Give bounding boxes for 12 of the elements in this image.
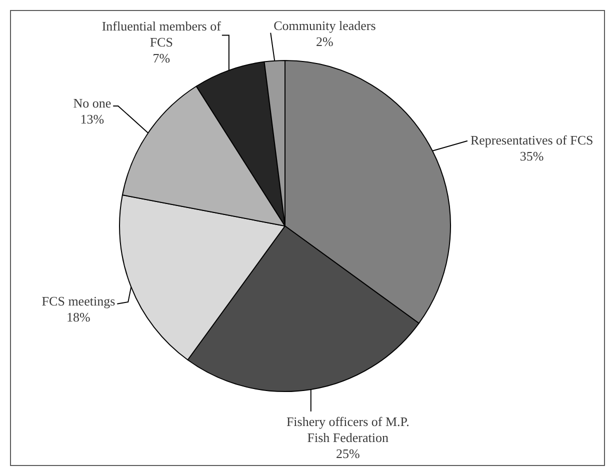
slice-label: No one xyxy=(73,95,112,110)
data-label: 7% xyxy=(152,50,170,66)
data-label: 13% xyxy=(80,111,104,126)
data-label: 18% xyxy=(66,309,91,324)
slice-label: Community leaders xyxy=(274,18,376,34)
slice-label: Representatives of FCS xyxy=(470,132,594,148)
slice-label: Fishery officers of M.P. Fish Federation xyxy=(286,414,410,445)
data-label: 2% xyxy=(316,34,334,50)
data-label: 25% xyxy=(336,446,360,461)
data-label: 35% xyxy=(520,148,544,164)
slice-label: FCS meetings xyxy=(42,293,116,308)
slice-label: Influential members of FCS xyxy=(102,18,222,50)
